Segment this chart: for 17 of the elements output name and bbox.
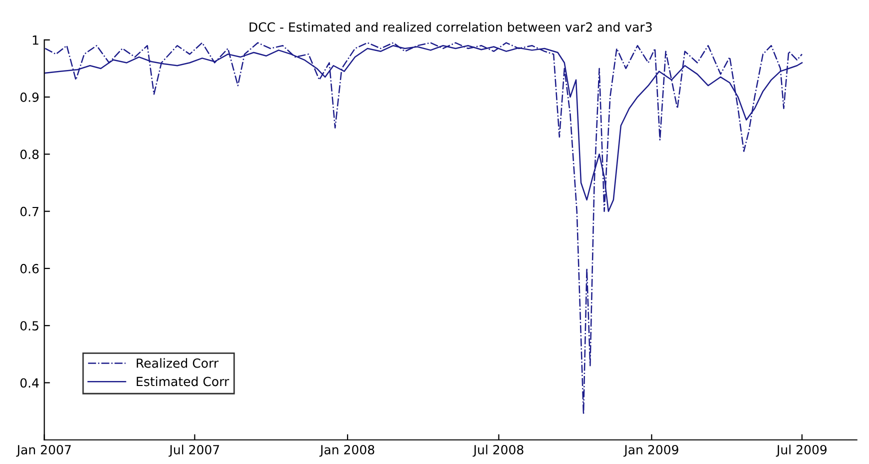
x-tick-label: Jul 2007 — [168, 444, 220, 457]
x-tick-label: Jan 2009 — [623, 444, 678, 457]
y-tick-label: 0.9 — [20, 92, 39, 102]
y-tick-label: 1 — [32, 36, 38, 45]
y-tick-label: 0.8 — [20, 150, 39, 160]
legend-label: Realized Corr — [136, 358, 219, 368]
x-tick-label: Jul 2008 — [472, 444, 524, 457]
x-tick-label: Jul 2009 — [776, 444, 827, 457]
y-tick-label: 0.7 — [20, 206, 38, 216]
chart-title: DCC - Estimated and realized correlation between var2 and var3 — [250, 22, 652, 32]
legend-label: Estimated Corr — [136, 376, 230, 386]
y-tick-label: 0.4 — [20, 378, 39, 388]
line-series — [44, 42, 803, 415]
y-tick-label: 0.6 — [20, 264, 39, 274]
x-tick-label: Jan 2008 — [319, 444, 374, 457]
y-tick-label: 0.5 — [20, 321, 38, 331]
x-tick-label: Jan 2007 — [16, 444, 71, 457]
